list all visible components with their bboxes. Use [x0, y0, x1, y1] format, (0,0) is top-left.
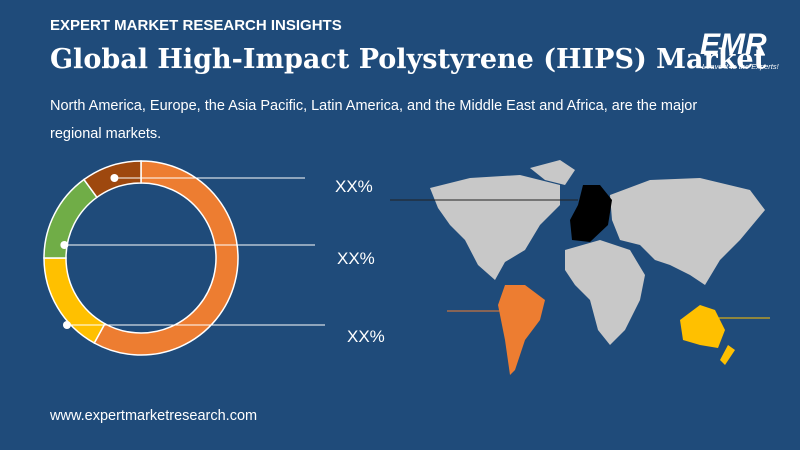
annotation: XX%: [335, 177, 373, 196]
leader-dot: [60, 241, 69, 249]
donut-segment: [43, 178, 98, 259]
north-america: [430, 175, 560, 280]
donut-segment: [93, 160, 239, 356]
annotation: XX%: [347, 327, 385, 346]
logo-tagline: Leave it to the Experts!: [702, 62, 779, 71]
australia: [680, 305, 725, 348]
leader-dot: [62, 321, 71, 329]
title: Global High-Impact Polystyrene (HIPS) Ma…: [50, 44, 767, 75]
world-map: [390, 160, 770, 375]
europe: [570, 185, 612, 242]
footer: www.expertmarketresearch.com: [50, 408, 258, 424]
annotation: XX%: [337, 249, 375, 268]
leader-dot: [110, 174, 119, 182]
new-zealand: [720, 345, 735, 365]
greenland: [530, 160, 575, 185]
header: EXPERT MARKET RESEARCH INSIGHTS: [50, 17, 342, 34]
logo: EMR: [700, 28, 767, 61]
africa: [565, 240, 645, 345]
subtitle: North America, Europe, the Asia Pacific,…: [50, 98, 698, 142]
asia: [610, 178, 765, 285]
south-america: [498, 285, 545, 375]
donut-segment: [43, 257, 106, 345]
